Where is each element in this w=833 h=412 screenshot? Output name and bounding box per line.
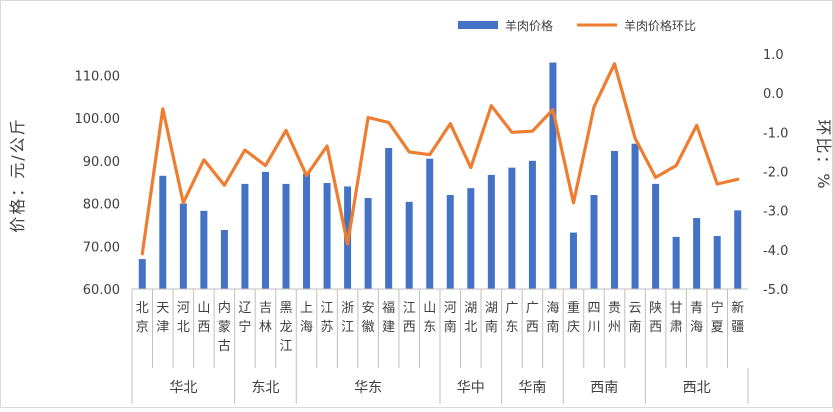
bar-29 (734, 210, 741, 289)
bar-6 (262, 172, 269, 289)
bar-20 (549, 63, 556, 289)
region-label-4: 华南 (518, 380, 546, 396)
y2-tick-label-4: -3.0 (763, 205, 788, 220)
region-label-1: 东北 (251, 380, 279, 396)
category-label-4: 内蒙古 (218, 300, 231, 354)
bar-0 (139, 259, 146, 289)
y2-tick-label-5: -4.0 (763, 244, 788, 259)
bar-18 (508, 168, 515, 289)
bar-12 (385, 148, 392, 289)
bar-28 (714, 236, 721, 289)
bar-27 (693, 218, 700, 289)
bar-21 (570, 233, 577, 289)
y2-tick-label-1: 0.0 (763, 87, 784, 102)
region-label-5: 西南 (590, 380, 618, 396)
bar-23 (611, 151, 618, 289)
y2-tick-label-3: -2.0 (763, 166, 788, 181)
bar-26 (673, 237, 680, 289)
y-tick-label-2: 80.00 (83, 198, 120, 213)
y-tick-label-0: 60.00 (83, 283, 120, 298)
bar-2 (180, 204, 187, 289)
bar-5 (241, 184, 248, 289)
y2-tick-label-2: -1.0 (763, 126, 788, 141)
bar-7 (283, 184, 290, 289)
bar-16 (467, 188, 474, 289)
region-label-0: 华北 (169, 380, 197, 396)
bar-3 (200, 211, 207, 289)
bar-25 (652, 184, 659, 289)
bar-13 (406, 202, 413, 289)
y-tick-label-1: 70.00 (83, 240, 120, 255)
bar-11 (365, 198, 372, 289)
bar-19 (529, 161, 536, 289)
bar-14 (426, 159, 433, 289)
y-tick-label-5: 110.00 (75, 69, 121, 84)
bar-8 (303, 174, 310, 289)
bar-15 (447, 195, 454, 289)
y2-tick-label-0: 1.0 (763, 48, 784, 63)
region-label-6: 西北 (683, 380, 711, 396)
legend-bar-label: 羊肉价格 (505, 18, 553, 33)
category-label-7: 黑龙江 (279, 301, 292, 354)
bar-24 (632, 144, 639, 289)
y-tick-label-4: 100.00 (75, 112, 121, 127)
bar-17 (488, 175, 495, 289)
bar-1 (159, 176, 166, 289)
y-axis-title: 价格：元/公斤 (8, 117, 27, 232)
legend-bar-swatch (458, 21, 498, 29)
bar-22 (591, 195, 598, 289)
region-label-2: 华东 (354, 380, 382, 396)
bar-9 (324, 183, 331, 289)
y-tick-label-3: 90.00 (83, 155, 120, 170)
legend-line-label: 羊肉价格环比 (624, 18, 696, 33)
y2-axis-title: 环比：% (814, 119, 833, 190)
bar-4 (221, 230, 228, 289)
region-label-3: 华中 (457, 380, 485, 396)
y2-tick-label-6: -5.0 (763, 283, 788, 298)
